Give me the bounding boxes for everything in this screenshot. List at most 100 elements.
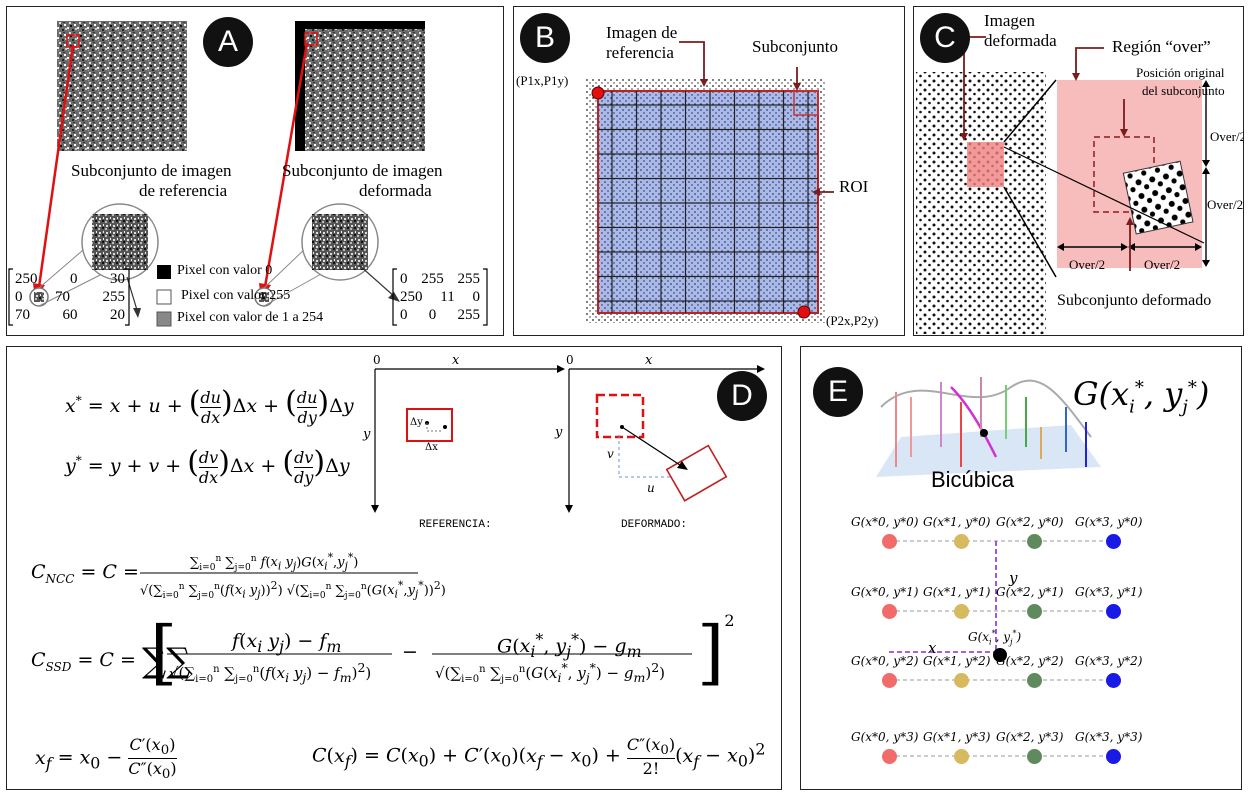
def-subset-caption-1: Subconjunto de imagen xyxy=(282,161,443,180)
label-over-region: Región “over” xyxy=(1112,37,1211,56)
panel-e-graphics xyxy=(876,377,1113,757)
grid-axis-x: x xyxy=(928,639,937,657)
label-deformed-subset: Subconjunto deformado xyxy=(1057,292,1212,309)
eq-taylor: C(xf) = C(x0) + C′(x0)(xf − x0) + C″(x0)… xyxy=(312,735,766,779)
eq-ssd-bracket-left: [ xyxy=(150,611,178,693)
legend-swatch-white xyxy=(156,289,172,305)
matrix-cell: 0 xyxy=(400,307,408,323)
grid-node-label: G(x*3, y*3) xyxy=(1075,730,1143,744)
eq-ssd-num-1: f(xi yj) − fm xyxy=(232,630,342,656)
ref-axis-origin: 0 xyxy=(373,353,381,367)
deformed-subset-box xyxy=(665,444,728,502)
matrix-cell: 250 xyxy=(15,271,38,287)
ref-subset-caption-1: Subconjunto de imagen xyxy=(71,161,232,180)
grid-node-label: G(x*3, y*1) xyxy=(1075,585,1143,599)
panel-badge-c: C xyxy=(920,13,970,63)
matrix-cell: 255 xyxy=(102,289,126,305)
eq-ssd-minus: − xyxy=(402,641,418,663)
matrix-cell: 255 xyxy=(457,307,481,323)
panel-e: E G(xi*, yj*) Bicúbica y x G(xi*, yj*) G… xyxy=(800,346,1242,790)
grid-node-label: G(x*0, y*1) xyxy=(851,585,919,599)
grid-node xyxy=(1027,534,1042,549)
grid-node xyxy=(954,673,969,688)
bicubic-big-formula: G(xi*, yj*) xyxy=(1073,375,1210,418)
eq-ncc-lhs: CNCC = C = xyxy=(31,561,139,586)
panel-b: B Imagen de referencia Subconjunto ROI (… xyxy=(513,6,905,336)
panel-badge-d: D xyxy=(717,371,767,421)
grid-node xyxy=(1027,673,1042,688)
matrix-cell: 255 xyxy=(421,271,444,287)
grid-node-label: G(x*0, y*0) xyxy=(851,515,919,529)
matrix-cell: 250 xyxy=(400,289,423,305)
panel-d: D 0 x y Δy Δx 0 x y v u REFERENCIA: DEFO… xyxy=(6,346,782,790)
eq-ncc-numerator: ∑i=0n ∑j=0n f(xi yj)G(xi*,yj*) xyxy=(190,551,359,573)
label-over-half-bottom-left: Over/2 xyxy=(1069,257,1106,272)
subset-grid xyxy=(598,91,818,313)
grid-node xyxy=(954,534,969,549)
def-axis-origin: 0 xyxy=(566,353,574,367)
eq-ncc-denominator: √(∑i=0n ∑j=0n(f(xi yj))2) √(∑i=0n ∑j=0n(… xyxy=(140,579,446,601)
eq-ssd-bracket-right: ]2 xyxy=(697,611,735,693)
ref-axis-x: x xyxy=(452,353,460,368)
panel-badge-a: A xyxy=(203,17,253,67)
label-roi: ROI xyxy=(839,177,869,196)
grid-node xyxy=(1106,534,1121,549)
grid-node-label: G(x*0, y*3) xyxy=(851,730,919,744)
interpolated-point xyxy=(993,648,1007,662)
grid-node-label: G(x*1, y*2) xyxy=(923,654,991,668)
label-delta-x: Δx xyxy=(425,442,438,453)
reference-matrix: 250 0 30 0 70 255 70 60 20 xyxy=(15,270,125,324)
matrix-cell: 0 xyxy=(428,307,437,323)
matrix-cell: 60 xyxy=(62,307,78,323)
grid-node xyxy=(882,673,897,688)
deformed-matrix: 0 255 255 250 11 0 0 0 255 xyxy=(400,270,480,324)
eq-ssd-lhs: CSSD = C = ∑∑ xyxy=(31,641,191,681)
grid-node-label: G(x*2, y*0) xyxy=(996,515,1064,529)
label-v: v xyxy=(607,447,614,461)
eq-ssd-den-2: √(∑i=0n ∑j=0n(G(xi*, yj*) − gm)2) xyxy=(435,660,666,685)
panel-a: A Subconjunto de imagen de referencia Su… xyxy=(6,6,504,336)
legend-label-0: Pixel con valor 0 xyxy=(177,263,273,278)
grid-node xyxy=(1106,604,1121,619)
label-reference-image-1: Imagen de xyxy=(606,23,678,42)
eq-ssd-den-1: √(∑i=0n ∑j=0n(f(xi yj) − fm)2) xyxy=(169,660,372,685)
panel-a-graphics xyxy=(8,21,488,327)
ref-axis-y: y xyxy=(363,427,371,442)
matrix-cell: 0 xyxy=(472,289,480,305)
matrix-cell: 11 xyxy=(440,289,455,305)
grid-node xyxy=(882,534,897,549)
panel-d-graphics xyxy=(140,365,765,655)
matrix-cell: 0 xyxy=(400,271,408,287)
label-p2: (P2x,P2y) xyxy=(826,313,879,328)
reference-caption: REFERENCIA: xyxy=(419,519,492,531)
legend-label-255: Pixel con valor 255 xyxy=(181,288,291,303)
matrix-cell: 0 xyxy=(15,289,23,305)
matrix-cell: 0 xyxy=(70,271,78,287)
grid-node-label: G(x*1, y*0) xyxy=(923,515,991,529)
eq-ssd-num-2: G(xi*, yj*) − gm xyxy=(497,630,642,662)
grid-node xyxy=(1106,749,1121,764)
matrix-cell: 70 xyxy=(15,307,30,323)
reference-subset-box xyxy=(406,408,453,442)
ref-subset-caption-2: de referencia xyxy=(139,181,228,200)
grid-node-label: G(x*2, y*2) xyxy=(996,654,1064,668)
panel-badge-e: E xyxy=(813,367,863,417)
matrix-cell: 20 xyxy=(110,307,125,323)
legend-swatch-gray xyxy=(156,311,172,327)
grid-node xyxy=(882,749,897,764)
grid-node-label: G(x*1, y*1) xyxy=(923,585,991,599)
legend-label-range: Pixel con valor de 1 a 254 xyxy=(177,310,324,325)
deformed-caption: DEFORMADO: xyxy=(621,519,688,531)
matrix-cell: 30 xyxy=(110,271,125,287)
eq-y-star: y* = y + v + (dv dx)Δx + (dv dy)Δy xyxy=(65,445,350,487)
eq-newton: xf = x0 − C′(x0) C″(x0) xyxy=(35,735,177,783)
label-over-half-right: Over/2 xyxy=(1207,197,1244,212)
eq-x-star: x* = x + u + (du dx)Δx + (du dy)Δy xyxy=(65,385,354,427)
panel-b-graphics xyxy=(586,41,834,323)
label-deformed-image-2: deformada xyxy=(984,31,1057,50)
label-delta-y: Δy xyxy=(410,417,423,428)
panel-badge-b: B xyxy=(520,13,570,63)
grid-node xyxy=(1106,673,1121,688)
legend-swatch-black xyxy=(157,265,171,279)
grid-node xyxy=(954,604,969,619)
